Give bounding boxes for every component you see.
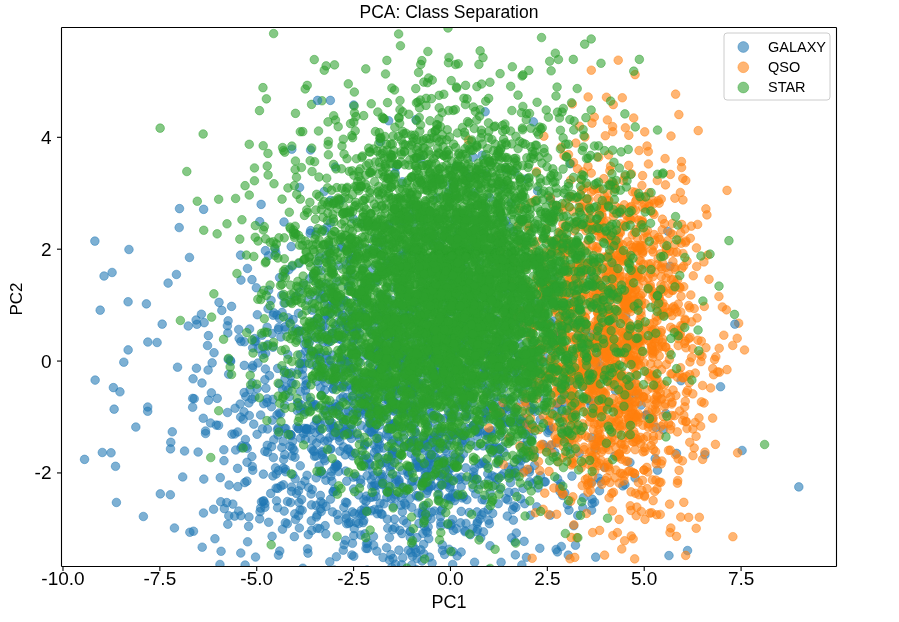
svg-text:STAR: STAR: [768, 79, 806, 95]
svg-text:GALAXY: GALAXY: [768, 39, 826, 55]
svg-text:PC1: PC1: [431, 592, 466, 612]
svg-text:5.0: 5.0: [631, 568, 657, 589]
svg-text:PC2: PC2: [7, 282, 26, 315]
svg-text:-2: -2: [35, 462, 52, 483]
svg-text:2.5: 2.5: [534, 568, 560, 589]
svg-text:-10.0: -10.0: [41, 568, 84, 589]
svg-text:4: 4: [41, 127, 52, 148]
svg-text:2: 2: [41, 239, 52, 260]
svg-text:QSO: QSO: [768, 59, 800, 75]
svg-text:PCA: Class Separation: PCA: Class Separation: [360, 2, 539, 22]
svg-text:-5.0: -5.0: [240, 568, 273, 589]
svg-text:7.5: 7.5: [728, 568, 754, 589]
svg-text:0: 0: [41, 351, 52, 372]
svg-text:-2.5: -2.5: [337, 568, 370, 589]
svg-text:-7.5: -7.5: [143, 568, 176, 589]
svg-text:0.0: 0.0: [437, 568, 463, 589]
